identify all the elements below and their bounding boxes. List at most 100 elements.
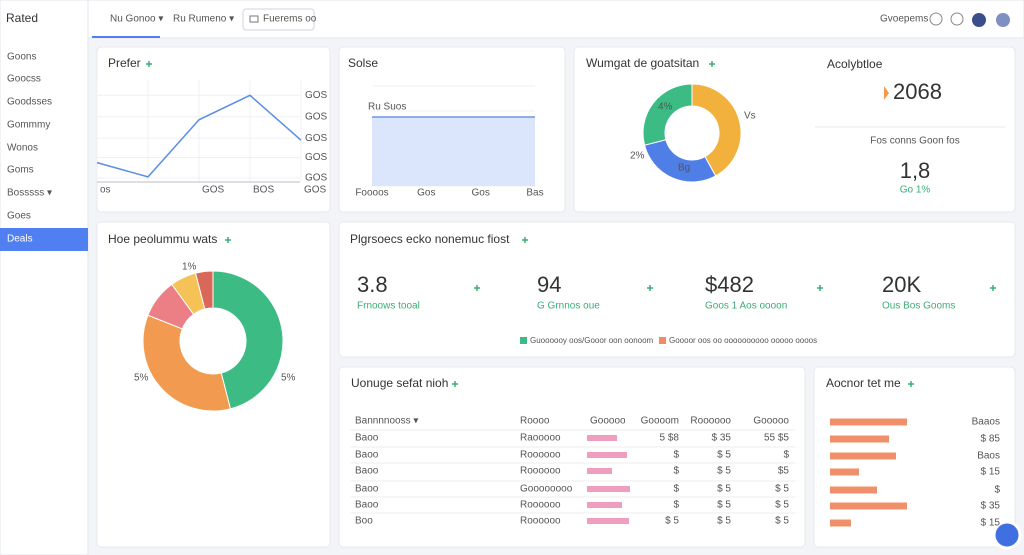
nav-item[interactable]: Goodsses [7, 97, 52, 108]
slice-label: 4% [658, 102, 673, 113]
nav-active [0, 228, 88, 251]
slice-label: 2% [630, 151, 645, 162]
donut-slice [691, 83, 742, 177]
nav-item[interactable]: Goons [7, 52, 36, 63]
donut-slice [194, 270, 214, 310]
x-tick-label: BOS [253, 185, 274, 196]
area [372, 117, 535, 186]
table-bar [587, 502, 622, 508]
table-cell: Baoo [355, 433, 379, 444]
bar [830, 468, 859, 476]
row-label: $ 85 [981, 434, 1001, 445]
bar [830, 519, 851, 527]
table-bar [587, 486, 630, 492]
nav-item[interactable]: Goocss [7, 74, 41, 85]
icon [452, 381, 458, 387]
row-label: $ 15 [981, 467, 1001, 478]
table-cell: $ 5 [665, 516, 679, 527]
panel-title: Aocnor tet me [826, 376, 901, 390]
bar [830, 418, 907, 426]
legend-swatch [659, 337, 666, 344]
search-button[interactable] [242, 8, 315, 31]
panel-title: Wumgat de goatsitan [586, 56, 699, 70]
row-label: $ 15 [981, 518, 1001, 529]
panel [573, 46, 1016, 213]
icon [647, 285, 653, 291]
row-label: Baaos [972, 417, 1000, 428]
table-header: Gooooo [753, 416, 789, 427]
line-series [96, 94, 302, 178]
kpi-label: G Grnnos oue [537, 301, 600, 312]
annotation: Ru Suos [368, 102, 406, 113]
legend-label: Goooor oos oo oooooooooo ooooo oooos [669, 336, 817, 345]
nav-item[interactable]: Deals [7, 234, 33, 245]
table-header: Roooo [520, 416, 550, 427]
kpi-value: $482 [705, 272, 754, 297]
table-cell: Baoo [355, 484, 379, 495]
bar [830, 486, 877, 494]
nav-item[interactable]: Goms [7, 165, 34, 176]
table-header: Goooom [641, 416, 679, 427]
x-tick-label: GOS [304, 185, 327, 196]
kpi-label: Frnoows tooal [357, 301, 420, 312]
table-cell: $ 5 [717, 484, 731, 495]
table-cell: $ [673, 466, 679, 477]
slice-label: Vs [744, 111, 756, 122]
table-cell: 55 $5 [764, 433, 789, 444]
slice-label: 5% [281, 373, 296, 384]
bar [830, 435, 889, 443]
table-header: Roooooo [690, 416, 731, 427]
nav-item[interactable]: Wonos [7, 143, 38, 154]
nav-item[interactable]: Goes [7, 211, 31, 222]
panel-title: Acolybtloe [827, 57, 883, 71]
panel-title: Uonuge sefat nioh [351, 376, 448, 390]
table-header: Bannnnooss ▾ [355, 416, 418, 427]
panel [338, 221, 1016, 358]
icon [884, 86, 889, 100]
x-tick-label: Gos [417, 188, 435, 199]
metric-caption: Go 1% [900, 185, 931, 196]
icon [990, 285, 996, 291]
help-button[interactable] [992, 520, 1022, 550]
y-tick-label: GOS [305, 111, 328, 122]
bar [830, 502, 907, 510]
icon [522, 237, 528, 243]
table-bar [587, 518, 629, 524]
table-cell: $ 5 [775, 500, 789, 511]
nav-item[interactable]: Bosssss ▾ [7, 188, 52, 199]
table-cell: Roooooo [520, 450, 561, 461]
icon [474, 285, 480, 291]
row-label: $ [994, 485, 1000, 496]
tab-indicator [92, 36, 160, 38]
icon[interactable] [972, 13, 986, 27]
user-name: Gvoepems [880, 14, 928, 25]
nav-item[interactable]: Gommmy [7, 120, 50, 131]
tab[interactable]: Ru Rumeno ▾ [173, 14, 234, 25]
table-cell: $ 5 [717, 500, 731, 511]
table-cell: $5 [778, 466, 790, 477]
metric-value: 2068 [893, 79, 942, 104]
panel-title: Hoe peolummu wats [108, 232, 217, 246]
table-bar [587, 435, 617, 441]
y-tick-label: GOS [305, 173, 328, 184]
kpi-value: 3.8 [357, 272, 388, 297]
metric-caption: Fos conns Goon fos [870, 136, 960, 147]
donut-slice [142, 314, 232, 412]
icon[interactable] [929, 12, 943, 26]
y-tick-label: GOS [305, 133, 328, 144]
tab[interactable]: Nu Gonoo ▾ [110, 14, 163, 25]
table-bar [587, 468, 612, 474]
icon [249, 15, 259, 23]
icon [146, 61, 152, 67]
x-tick-label: Bas [526, 188, 543, 199]
table-cell: $ 5 [775, 516, 789, 527]
donut-slice [642, 83, 693, 146]
icon [817, 285, 823, 291]
panel-title: Solse [348, 56, 378, 70]
icon [709, 61, 715, 67]
table-header: Gooooo [590, 416, 626, 427]
icon[interactable] [950, 12, 964, 26]
kpi-value: 20K [882, 272, 921, 297]
avatar[interactable] [996, 13, 1010, 27]
